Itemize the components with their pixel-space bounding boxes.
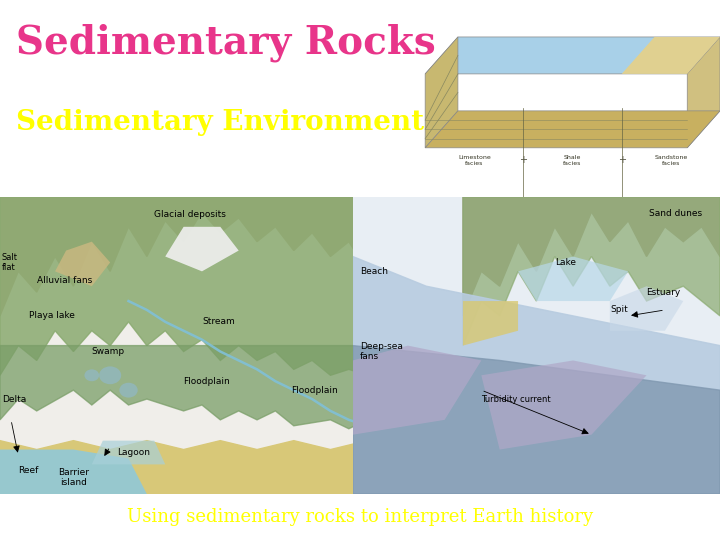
Polygon shape — [687, 37, 720, 148]
Text: Spit: Spit — [611, 306, 628, 314]
Text: Barrier
island: Barrier island — [58, 468, 89, 488]
Polygon shape — [353, 256, 720, 494]
Polygon shape — [425, 37, 720, 74]
Text: Sedimentary Rocks: Sedimentary Rocks — [16, 24, 436, 62]
Text: +: + — [618, 155, 626, 165]
Text: Sandstone
facies: Sandstone facies — [654, 155, 688, 166]
Text: Lagoon: Lagoon — [117, 448, 150, 457]
Text: Using sedimentary rocks to interpret Earth history: Using sedimentary rocks to interpret Ear… — [127, 508, 593, 526]
Text: Salt
flat: Salt flat — [2, 253, 18, 272]
Text: Beach: Beach — [360, 267, 388, 276]
Text: Delta: Delta — [2, 395, 26, 403]
Text: Deep-sea
fans: Deep-sea fans — [360, 342, 403, 361]
Polygon shape — [481, 361, 647, 449]
Text: Alluvial fans: Alluvial fans — [37, 276, 92, 285]
Text: Lake: Lake — [554, 258, 576, 267]
FancyBboxPatch shape — [0, 197, 367, 494]
Polygon shape — [610, 286, 683, 330]
Polygon shape — [353, 346, 481, 435]
Text: Sand dunes: Sand dunes — [649, 209, 701, 218]
Polygon shape — [425, 37, 458, 148]
Text: Sedimentary Environments: Sedimentary Environments — [16, 109, 440, 136]
Polygon shape — [0, 441, 367, 494]
Polygon shape — [92, 441, 166, 464]
Text: Reef: Reef — [19, 466, 39, 475]
Text: Floodplain: Floodplain — [184, 377, 230, 386]
Polygon shape — [0, 449, 147, 494]
Polygon shape — [0, 346, 367, 429]
Circle shape — [99, 366, 121, 384]
Circle shape — [120, 383, 138, 397]
Polygon shape — [0, 197, 367, 375]
Polygon shape — [463, 197, 720, 316]
Text: Turbidity current: Turbidity current — [481, 395, 551, 403]
Polygon shape — [622, 37, 720, 74]
Circle shape — [84, 369, 99, 381]
Polygon shape — [353, 346, 720, 494]
Text: Shale
facies: Shale facies — [563, 155, 582, 166]
FancyBboxPatch shape — [353, 197, 720, 494]
Polygon shape — [425, 111, 720, 148]
Text: Limestone
facies: Limestone facies — [458, 155, 490, 166]
Text: Floodplain: Floodplain — [291, 386, 338, 395]
Polygon shape — [0, 197, 367, 316]
Text: +: + — [519, 155, 528, 165]
Polygon shape — [463, 197, 720, 346]
Text: Playa lake: Playa lake — [30, 312, 76, 320]
Polygon shape — [463, 301, 518, 346]
Text: Glacial deposits: Glacial deposits — [154, 211, 226, 219]
Polygon shape — [518, 256, 628, 301]
Text: Swamp: Swamp — [92, 347, 125, 356]
Text: Stream: Stream — [202, 318, 235, 326]
Text: Estuary: Estuary — [647, 288, 681, 296]
Polygon shape — [55, 241, 110, 286]
Polygon shape — [166, 227, 239, 271]
